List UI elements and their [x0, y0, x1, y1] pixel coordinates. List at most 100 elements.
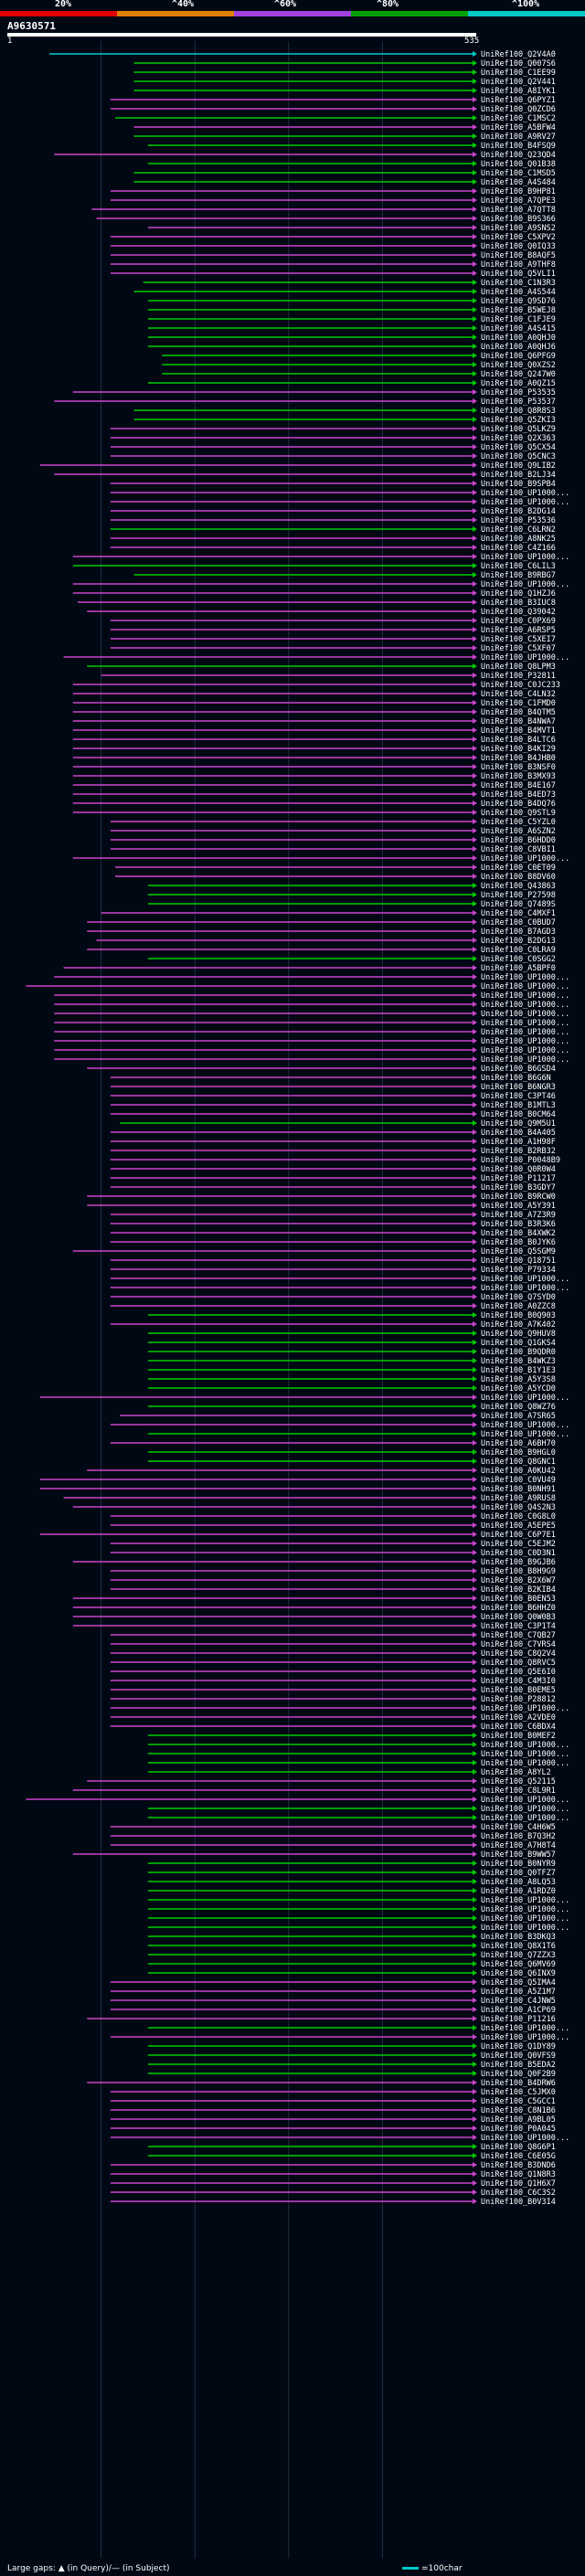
- hit-arrow-icon: [473, 2125, 477, 2131]
- hit-arrow-icon: [473, 2199, 477, 2204]
- hit-arrow-icon: [473, 2071, 477, 2076]
- hit-label: UniRef100_A6BH70: [481, 1439, 556, 1448]
- hit-arrow-icon: [473, 609, 477, 614]
- hit-label: UniRef100_B4A405: [481, 1129, 556, 1138]
- hit-label: UniRef100_C6LIL3: [481, 562, 556, 571]
- hit-label: UniRef100_Q5SGM9: [481, 1247, 556, 1256]
- hit-arrow-icon: [473, 1659, 477, 1665]
- hit-arrow-icon: [473, 1422, 477, 1427]
- hit-arrow-icon: [473, 1111, 477, 1117]
- hit-label: UniRef100_B9RBG7: [481, 571, 556, 580]
- hit-arrow-icon: [473, 1751, 477, 1756]
- hit-label: UniRef100_B0CM64: [481, 1110, 556, 1119]
- hit-arrow-icon: [473, 1979, 477, 1985]
- hit-arrow-icon: [473, 1650, 477, 1656]
- footer-scale-legend: =100char: [402, 2564, 463, 2573]
- scale-segment: [468, 11, 585, 16]
- hit-label: UniRef100_Q39042: [481, 608, 556, 617]
- hit-label: UniRef100_B3GDY7: [481, 1183, 556, 1193]
- hit-label: UniRef100_UP1000...: [481, 973, 569, 982]
- hit-arrow-icon: [473, 2089, 477, 2094]
- hit-label: UniRef100_B4FSQ9: [481, 142, 556, 151]
- hit-arrow-icon: [473, 2162, 477, 2168]
- hit-arrow-icon: [473, 1897, 477, 1903]
- hit-label: UniRef100_Q0TFZ7: [481, 1869, 556, 1878]
- legend-text: =100char: [421, 2564, 463, 2573]
- hit-label: UniRef100_B3IUC8: [481, 599, 556, 608]
- hit-arrow-icon: [473, 1011, 477, 1016]
- hit-arrow-icon: [473, 1586, 477, 1592]
- hit-arrow-icon: [473, 270, 477, 276]
- hit-arrow-icon: [473, 1029, 477, 1034]
- hit-arrow-icon: [473, 1257, 477, 1263]
- hit-label: UniRef100_B0NYR9: [481, 1860, 556, 1869]
- hit-label: UniRef100_A7Z3R9: [481, 1211, 556, 1220]
- hit-arrow-icon: [473, 1312, 477, 1318]
- hit-arrow-icon: [473, 2116, 477, 2122]
- hit-arrow-icon: [473, 1239, 477, 1245]
- hit-arrow-icon: [473, 1276, 477, 1281]
- hit-label: UniRef100_Q5CX54: [481, 443, 556, 452]
- hit-arrow-icon: [473, 1696, 477, 1701]
- hit-arrow-icon: [473, 819, 477, 824]
- hit-label: UniRef100_A5YCD0: [481, 1384, 556, 1394]
- hit-label: UniRef100_P28812: [481, 1695, 556, 1704]
- hit-arrow-icon: [473, 1193, 477, 1199]
- hit-arrow-icon: [473, 581, 477, 587]
- hit-label: UniRef100_Q18751: [481, 1256, 556, 1266]
- hit-arrow-icon: [473, 1678, 477, 1683]
- hit-arrow-icon: [473, 1614, 477, 1619]
- hit-arrow-icon: [473, 800, 477, 806]
- hit-label: UniRef100_C5JMX0: [481, 2088, 556, 2097]
- hit-label: UniRef100_B7Q3H2: [481, 1832, 556, 1841]
- hit-label: UniRef100_B4JHB0: [481, 754, 556, 763]
- hit-arrow-icon: [473, 481, 477, 486]
- hit-label: UniRef100_UP1000...: [481, 1055, 569, 1065]
- hit-label: UniRef100_A8IYK1: [481, 87, 556, 96]
- hit-label: UniRef100_A0QZ15: [481, 379, 556, 388]
- hit-arrow-icon: [473, 1970, 477, 1976]
- hit-arrow-icon: [473, 115, 477, 121]
- hit-label: UniRef100_UP1000...: [481, 553, 569, 562]
- hit-label: UniRef100_A4S415: [481, 324, 556, 334]
- hit-label: UniRef100_A1RDZ0: [481, 1887, 556, 1896]
- hit-label: UniRef100_A5BPF0: [481, 964, 556, 973]
- hit-arrow-icon: [473, 1267, 477, 1272]
- hit-arrow-icon: [473, 1038, 477, 1044]
- hit-arrow-icon: [473, 2034, 477, 2040]
- hit-label: UniRef100_Q9M5U1: [481, 1119, 556, 1129]
- hit-label: UniRef100_UP1000...: [481, 1896, 569, 1905]
- hit-arrow-icon: [473, 709, 477, 715]
- hit-label: UniRef100_B3DKQ3: [481, 1933, 556, 1942]
- scale-segment: [351, 11, 468, 16]
- hit-label: UniRef100_UP1000...: [481, 1704, 569, 1713]
- scale-label: ^100%: [512, 0, 540, 9]
- hit-arrow-icon: [473, 1129, 477, 1135]
- hit-arrow-icon: [473, 874, 477, 879]
- hit-arrow-icon: [473, 883, 477, 888]
- hit-label: UniRef100_Q8X1T6: [481, 1942, 556, 1951]
- hit-label: UniRef100_B2DG13: [481, 937, 556, 946]
- hit-arrow-icon: [473, 1221, 477, 1226]
- hit-arrow-icon: [473, 1431, 477, 1436]
- hit-label: UniRef100_Q8GNC1: [481, 1458, 556, 1467]
- hit-arrow-icon: [473, 1595, 477, 1601]
- hit-arrow-icon: [473, 280, 477, 285]
- hit-label: UniRef100_C6E05G: [481, 2152, 556, 2161]
- hit-label: UniRef100_C0VU49: [481, 1476, 556, 1485]
- hit-label: UniRef100_Q0F2B9: [481, 2070, 556, 2079]
- hit-label: UniRef100_B4MVT1: [481, 726, 556, 736]
- hit-label: UniRef100_B4XWK2: [481, 1229, 556, 1238]
- hit-arrow-icon: [473, 627, 477, 632]
- hit-arrow-icon: [473, 2007, 477, 2012]
- hit-label: UniRef100_Q0W0B3: [481, 1613, 556, 1622]
- hit-label: UniRef100_C4MXF1: [481, 909, 556, 918]
- hit-label: UniRef100_B4NWA7: [481, 717, 556, 726]
- hit-label: UniRef100_UP1000...: [481, 580, 569, 589]
- hit-label: UniRef100_A7QPE3: [481, 196, 556, 206]
- hit-label: UniRef100_Q8G6P1: [481, 2143, 556, 2152]
- hit-arrow-icon: [473, 1824, 477, 1829]
- hit-arrow-icon: [473, 2062, 477, 2067]
- hit-label: UniRef100_UP1000...: [481, 1750, 569, 1759]
- hit-label: UniRef100_B2DG14: [481, 507, 556, 516]
